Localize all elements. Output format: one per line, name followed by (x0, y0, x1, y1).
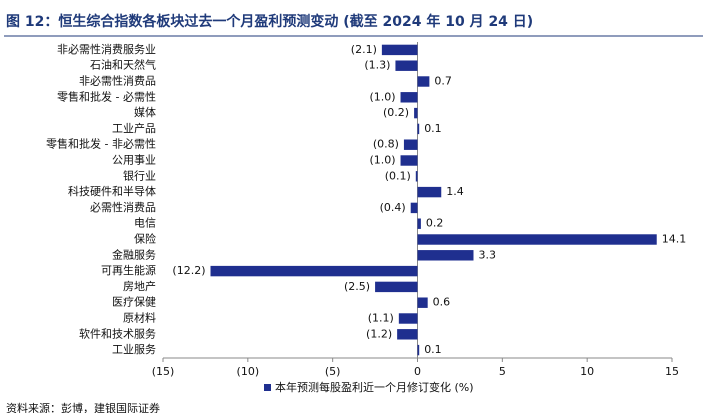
y-tick-label: 软件和技术服务 (79, 326, 156, 340)
legend-swatch (264, 384, 271, 391)
value-label: 3.3 (478, 248, 496, 261)
y-tick-label: 零售和批发 - 必需性 (57, 89, 156, 103)
y-tick-label: 医疗保健 (112, 295, 156, 309)
value-label: 1.4 (446, 185, 464, 198)
bar (415, 171, 418, 182)
chart-title: 图 12：恒生综合指数各板块过去一个月盈利预测变动 (截至 2024 年 10 … (6, 13, 533, 30)
value-label: (2.5) (344, 280, 370, 293)
value-label: (0.8) (373, 138, 399, 151)
x-tick-label: (10) (237, 365, 260, 378)
x-tick-label: (5) (325, 365, 341, 378)
bar (417, 123, 420, 135)
value-label: (1.3) (364, 59, 390, 72)
bar (398, 313, 418, 324)
value-label: 14.1 (662, 233, 687, 246)
y-tick-label: 可再生能源 (101, 263, 156, 277)
bar (417, 344, 420, 356)
y-tick-label: 科技硬件和半导体 (68, 184, 156, 198)
bar (417, 218, 421, 229)
value-label: (1.0) (369, 154, 395, 167)
x-tick-label: (15) (152, 365, 175, 378)
y-tick-label: 金融服务 (112, 247, 156, 261)
bar (414, 107, 418, 119)
bar (417, 250, 474, 261)
value-label: (2.1) (351, 43, 377, 56)
y-tick-label: 零售和批发 - 非必需性 (46, 137, 156, 151)
x-tick-label: 0 (414, 365, 421, 378)
value-label: (0.2) (383, 106, 409, 119)
x-tick-label: 5 (499, 365, 506, 378)
y-tick-label: 原材料 (123, 311, 156, 325)
y-tick-label: 非必需性消费服务业 (57, 42, 156, 56)
y-tick-label: 工业服务 (112, 343, 156, 356)
y-tick-label: 工业产品 (112, 121, 156, 135)
bar (400, 155, 418, 166)
y-tick-label: 非必需性消费品 (79, 74, 156, 88)
bar (403, 139, 418, 150)
value-label: 0.1 (424, 343, 442, 356)
source: 资料来源：彭博，建银国际证券 (6, 401, 160, 413)
value-label: (12.2) (172, 264, 205, 277)
value-label: 0.1 (424, 122, 442, 135)
bar (417, 186, 442, 198)
legend-label: 本年预测每股盈利近一个月修订变化 (%) (275, 380, 474, 394)
y-tick-label: 电信 (134, 217, 156, 230)
value-label: (1.0) (369, 90, 395, 103)
value-label: 0.6 (433, 296, 451, 309)
value-label: (0.1) (385, 169, 411, 182)
y-tick-label: 必需性消费品 (90, 200, 156, 214)
value-label: (0.4) (380, 201, 406, 214)
y-tick-label: 石油和天然气 (90, 58, 156, 72)
bar (375, 281, 418, 293)
x-tick-label: 15 (665, 365, 679, 378)
bar (395, 60, 418, 71)
bar (410, 202, 418, 214)
y-tick-label: 银行业 (123, 168, 156, 182)
x-tick-label: 10 (580, 365, 594, 378)
bar (417, 297, 428, 308)
bar (400, 92, 418, 103)
bar (397, 329, 418, 340)
bar (417, 234, 657, 245)
y-tick-label: 公用事业 (112, 154, 156, 167)
bar (381, 44, 418, 56)
value-label: 0.7 (434, 75, 452, 88)
y-tick-label: 保险 (134, 232, 156, 246)
y-tick-label: 媒体 (134, 105, 156, 119)
bar (210, 265, 418, 277)
value-label: (1.2) (366, 327, 392, 340)
bar (417, 76, 430, 87)
value-label: 0.2 (426, 217, 444, 230)
y-tick-label: 房地产 (123, 279, 156, 293)
value-label: (1.1) (368, 312, 394, 325)
